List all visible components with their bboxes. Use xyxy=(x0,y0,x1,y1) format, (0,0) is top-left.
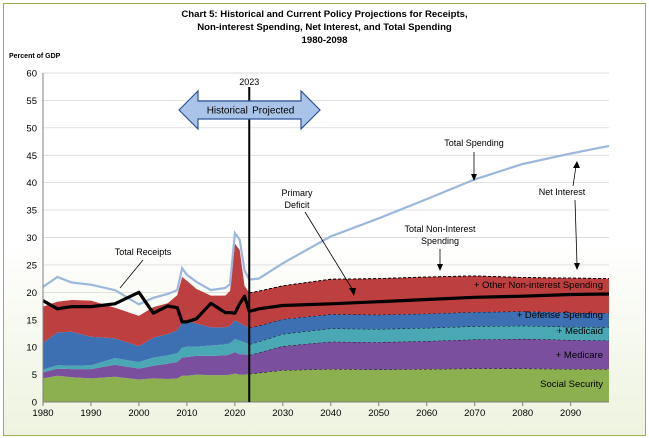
stack-label: + Other Non-interest Spending xyxy=(474,280,603,291)
x-tick-label: 2080 xyxy=(512,408,533,419)
primary-deficit-leader xyxy=(304,211,355,293)
y-tick-label: 35 xyxy=(26,206,37,217)
y-tick-label: 5 xyxy=(32,370,37,381)
y-tick-label: 50 xyxy=(26,123,37,134)
chart-title-line-3: 1980-2098 xyxy=(301,35,348,46)
x-tick-label: 1980 xyxy=(32,408,53,419)
net-interest-leader-down xyxy=(574,199,578,265)
total-receipts-leader xyxy=(119,259,144,289)
total-non-interest-arrowhead xyxy=(437,264,443,271)
historical-label: Historical xyxy=(207,106,248,117)
x-tick-label: 2060 xyxy=(416,408,437,419)
y-tick-label: 20 xyxy=(26,288,37,299)
y-axis-label: Percent of GDP xyxy=(9,53,61,60)
x-tick-label: 2020 xyxy=(224,408,245,419)
y-tick-label: 25 xyxy=(26,260,37,271)
x-tick-label: 2000 xyxy=(128,408,149,419)
stack-label: + Medicare xyxy=(556,350,603,361)
y-tick-label: 0 xyxy=(32,398,37,409)
total-spending-annotation: Total Spending xyxy=(444,138,504,148)
chart-title-line-2: Non-interest Spending, Net Interest, and… xyxy=(197,22,452,33)
primary-deficit-arrowhead xyxy=(349,288,356,296)
x-tick-label: 2040 xyxy=(320,408,341,419)
total-non-interest-annotation-2: Spending xyxy=(421,236,459,246)
y-tick-label: 45 xyxy=(26,151,37,162)
y-tick-label: 60 xyxy=(26,69,37,80)
stack-label: + Medicaid xyxy=(557,326,603,337)
y-tick-label: 55 xyxy=(26,96,37,107)
y-tick-label: 40 xyxy=(26,178,37,189)
net-interest-arrowhead-down xyxy=(574,263,580,270)
area-social-security xyxy=(43,368,609,402)
split-year-label: 2023 xyxy=(239,77,259,87)
total-receipts-annotation: Total Receipts xyxy=(115,247,172,257)
chart-title-line-1: Chart 5: Historical and Current Policy P… xyxy=(181,9,468,20)
x-tick-label: 2070 xyxy=(464,408,485,419)
x-tick-label: 2090 xyxy=(560,408,581,419)
y-tick-label: 10 xyxy=(26,343,37,354)
total-spending-arrowhead xyxy=(471,174,477,181)
stack-label: + Defense Spending xyxy=(517,310,603,321)
x-tick-label: 2050 xyxy=(368,408,389,419)
y-tick-label: 15 xyxy=(26,315,37,326)
x-tick-label: 2030 xyxy=(272,408,293,419)
total-non-interest-line xyxy=(249,275,610,294)
projected-label: Projected xyxy=(252,106,294,117)
net-interest-leader-up xyxy=(572,165,577,187)
chart-title: Chart 5: Historical and Current Policy P… xyxy=(0,8,649,47)
primary-deficit-annotation: Primary xyxy=(282,188,313,198)
total-non-interest-annotation: Total Non-Interest xyxy=(404,224,476,234)
area-medicaid xyxy=(43,325,609,373)
net-interest-arrowhead-up xyxy=(573,161,580,168)
historical-projected-arrow xyxy=(178,89,321,131)
net-interest-annotation: Net Interest xyxy=(539,187,586,197)
area-defense-spending xyxy=(43,311,609,370)
y-tick-label: 30 xyxy=(26,233,37,244)
x-tick-label: 1990 xyxy=(80,408,101,419)
stack-label: Social Security xyxy=(540,379,603,390)
area-medicare xyxy=(43,338,609,380)
x-tick-label: 2010 xyxy=(176,408,197,419)
total-receipts-line xyxy=(42,290,610,324)
primary-deficit-annotation-2: Deficit xyxy=(284,200,310,210)
